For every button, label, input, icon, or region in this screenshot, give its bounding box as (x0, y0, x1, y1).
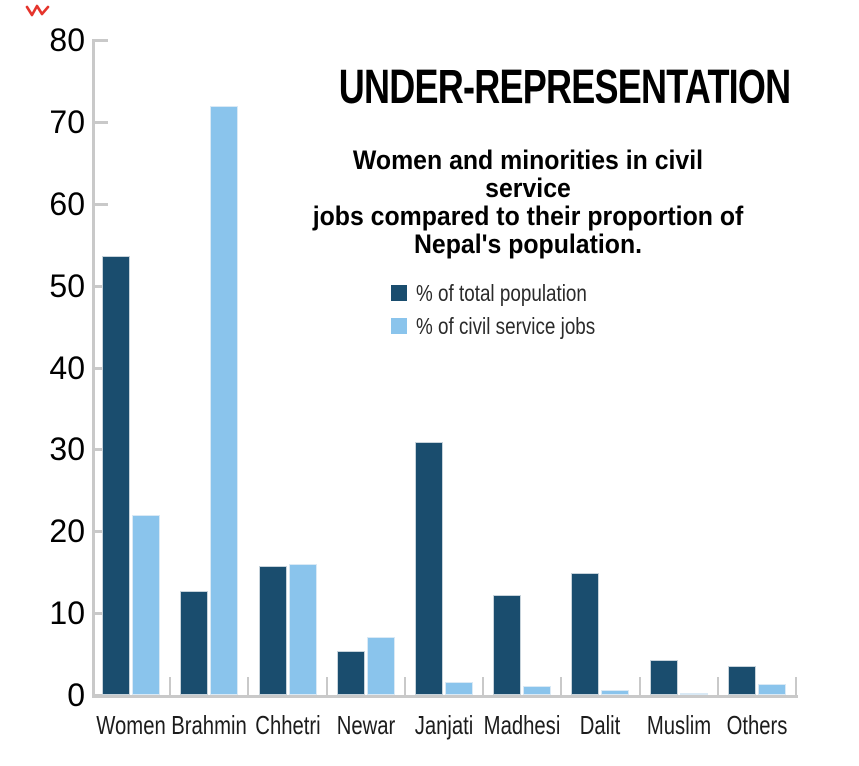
bar-newar-population (336, 650, 365, 695)
bar-women-population (102, 256, 131, 695)
bar-madhesi-population (493, 595, 522, 695)
x-axis-label-brahmin: Brahmin (171, 710, 248, 740)
x-axis-label-chhetri: Chhetri (254, 710, 321, 740)
red-annotation-mark (25, 4, 50, 17)
y-axis-tick (92, 448, 108, 452)
x-axis-tick (795, 677, 797, 695)
bar-dalit-population (571, 573, 600, 695)
bar-chhetri-civil-service (288, 564, 317, 695)
y-axis-tick-label: 0 (67, 677, 85, 713)
x-axis-tick (325, 677, 328, 695)
x-axis-label-others: Others (726, 710, 788, 740)
y-axis-tick (92, 39, 108, 42)
bar-dalit-civil-service (601, 690, 630, 695)
subtitle-line-3: Nepal's population. (413, 229, 643, 259)
y-axis-tick (92, 202, 108, 206)
x-axis-label-newar: Newar (336, 710, 396, 740)
y-axis-tick-label: 10 (49, 595, 85, 632)
y-axis-tick-label: 20 (49, 513, 85, 550)
x-axis-tick (560, 677, 563, 695)
bar-women-civil-service (132, 514, 161, 695)
legend-label: % of total population (416, 279, 587, 306)
legend-item-total-population: % of total population (391, 279, 635, 306)
bar-others-population (727, 666, 756, 695)
y-axis-tick (92, 120, 108, 124)
bar-madhesi-civil-service (523, 685, 552, 695)
legend-item-civil-service-jobs: % of civil service jobs (391, 312, 635, 339)
y-axis-tick-label: 30 (49, 431, 85, 468)
y-axis-tick (92, 612, 108, 616)
bar-muslim-civil-service (679, 693, 708, 696)
legend-swatch-light-icon (391, 318, 407, 334)
y-axis-tick (92, 366, 108, 370)
x-axis-tick (403, 677, 406, 695)
bar-muslim-population (649, 659, 678, 695)
y-axis-tick (92, 530, 108, 534)
y-axis-tick-label: 50 (49, 267, 85, 304)
x-axis-tick (638, 677, 641, 695)
chart-title: UNDER-REPRESENTATION (338, 61, 791, 114)
x-axis-tick (247, 677, 250, 695)
bar-newar-civil-service (366, 636, 395, 695)
x-axis-label-dalit: Dalit (580, 710, 621, 740)
bar-brahmin-population (180, 591, 209, 695)
y-axis-tick-label: 60 (49, 185, 85, 222)
x-axis-label-muslim: Muslim (646, 710, 711, 740)
legend-label: % of civil service jobs (416, 312, 596, 339)
y-axis-tick-label: 80 (49, 22, 85, 58)
chart-subtitle: Women and minorities in civil service jo… (307, 146, 749, 258)
y-axis-tick-label: 70 (49, 103, 85, 140)
x-axis-label-women: Women (96, 710, 166, 740)
x-axis-tick (169, 677, 172, 695)
x-axis-tick (716, 677, 719, 695)
x-axis-label-janjati: Janjati (414, 710, 474, 740)
chart-legend: % of total population % of civil service… (391, 279, 635, 347)
bar-brahmin-civil-service (210, 105, 239, 695)
legend-swatch-dark-icon (391, 285, 407, 301)
x-axis-label-madhesi: Madhesi (483, 710, 561, 740)
bar-others-civil-service (757, 684, 786, 695)
bar-janjati-civil-service (445, 681, 473, 695)
y-axis-tick (92, 694, 108, 697)
subtitle-line-2: jobs compared to their proportion of (312, 201, 744, 231)
x-axis-line (92, 695, 798, 698)
subtitle-line-1: Women and minorities in civil service (352, 145, 704, 203)
bar-chhetri-population (258, 565, 287, 695)
y-axis-tick (92, 284, 108, 288)
y-axis-tick-label: 40 (49, 349, 85, 386)
x-axis-tick (482, 677, 485, 695)
bar-janjati-population (415, 442, 443, 695)
